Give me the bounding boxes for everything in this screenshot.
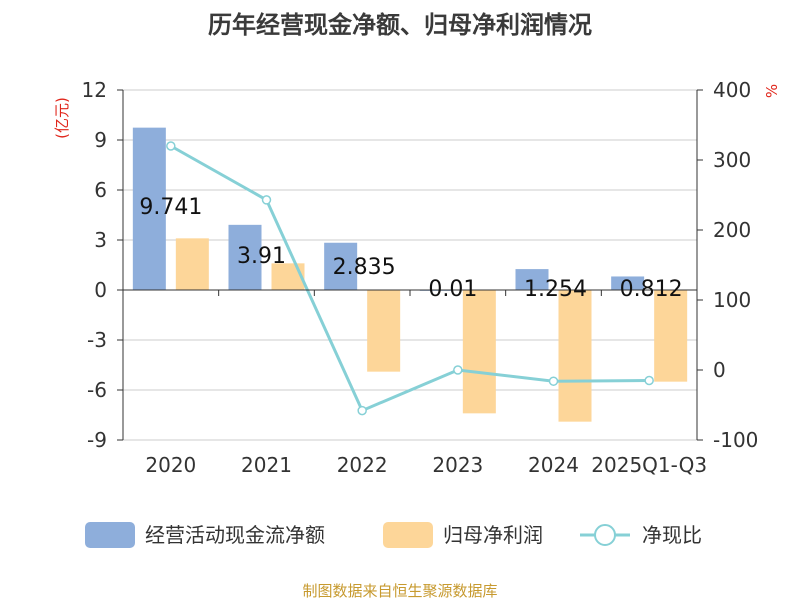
source-footer: 制图数据来自恒生聚源数据库 xyxy=(302,582,497,600)
x-tick-label: 2023 xyxy=(432,453,483,477)
bar-profit xyxy=(175,238,209,290)
data-label-cashflow: 0.812 xyxy=(620,277,683,302)
left-tick-label: 12 xyxy=(82,78,107,102)
bar-cashflow xyxy=(324,242,358,290)
right-tick-label: 400 xyxy=(713,78,751,102)
data-label-cashflow: 9.741 xyxy=(139,195,202,220)
legend-label-cashflow: 经营活动现金流净额 xyxy=(145,523,325,547)
right-tick-label: -100 xyxy=(713,428,758,452)
bar-profit xyxy=(558,290,592,422)
bar-cashflow xyxy=(228,224,262,290)
ratio-point xyxy=(644,375,654,386)
left-tick-label: -9 xyxy=(87,428,107,452)
x-tick-label: 2024 xyxy=(528,453,579,477)
left-tick-label: 3 xyxy=(94,228,107,252)
x-tick-label: 2020 xyxy=(145,453,196,477)
x-tick-label: 2025Q1-Q3 xyxy=(591,453,707,477)
ratio-line xyxy=(166,141,654,416)
right-tick-label: 300 xyxy=(713,148,751,172)
right-tick-label: 200 xyxy=(713,218,751,242)
right-tick-label: 100 xyxy=(713,288,751,312)
bar-profit xyxy=(654,290,688,382)
data-label-cashflow: 3.91 xyxy=(237,244,286,269)
right-tick-label: 0 xyxy=(713,358,726,382)
legend-swatch-cashflow xyxy=(85,522,135,548)
left-tick-label: 0 xyxy=(94,278,107,302)
bars xyxy=(132,127,688,422)
legend-swatch-profit xyxy=(383,522,433,548)
left-tick-label: 9 xyxy=(94,128,107,152)
grid xyxy=(123,89,697,441)
ratio-point xyxy=(548,376,559,386)
bar-profit xyxy=(462,290,496,414)
legend-swatch-ratio-marker xyxy=(594,524,616,546)
bar-cashflow xyxy=(515,269,549,290)
data-label-cashflow: 1.254 xyxy=(524,277,587,302)
x-tick-label: 2022 xyxy=(337,453,388,477)
legend: 经营活动现金流净额 归母净利润 净现比 xyxy=(85,522,702,548)
left-tick-label: -3 xyxy=(87,328,107,352)
y-left-axis-label: (亿元) xyxy=(53,97,71,139)
data-labels: 9.741 3.91 2.835 0.01 1.254 0.812 xyxy=(139,195,682,302)
ratio-line-path xyxy=(170,144,650,413)
ratio-point xyxy=(357,405,367,416)
legend-label-ratio: 净现比 xyxy=(642,523,702,547)
ratio-point xyxy=(261,195,272,205)
bar-profit xyxy=(271,263,305,290)
axes: 12 9 6 3 0 -3 -6 -9 400 300 200 100 0 -100 2020 2021 202… xyxy=(82,78,759,477)
bar-cashflow xyxy=(132,127,166,291)
chart-title: 历年经营现金净额、归母净利润情况 xyxy=(208,11,592,39)
data-label-cashflow: 2.835 xyxy=(333,255,396,280)
x-tick-label: 2021 xyxy=(241,453,292,477)
data-label-cashflow: 0.01 xyxy=(428,277,477,302)
legend-label-profit: 归母净利润 xyxy=(443,523,543,547)
ratio-point xyxy=(166,141,176,151)
bar-cashflow xyxy=(611,276,645,290)
left-tick-label: 6 xyxy=(94,178,107,202)
bar-profit xyxy=(367,290,401,372)
ratio-point xyxy=(453,365,463,375)
left-tick-label: -6 xyxy=(87,378,107,402)
y-right-axis-label: % xyxy=(763,84,781,98)
